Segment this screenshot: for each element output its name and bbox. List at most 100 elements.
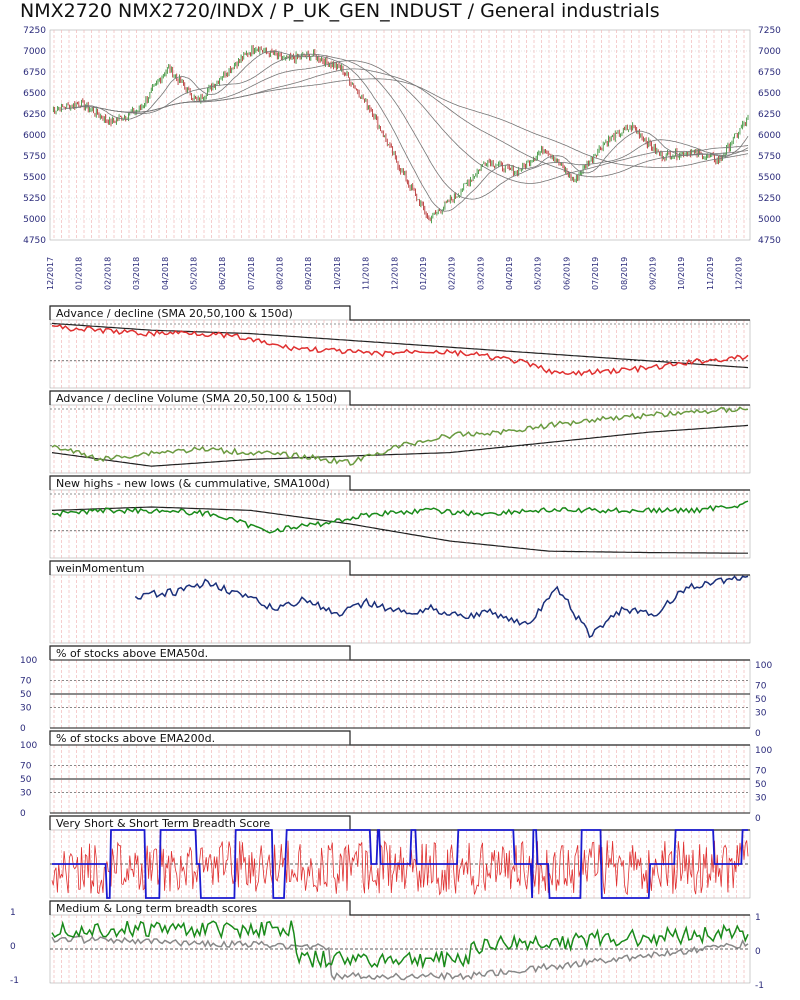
price-xtick: 12/2019: [735, 257, 744, 290]
pct-ytick-left: 30: [20, 789, 32, 799]
price-xtick: 02/2018: [103, 257, 112, 290]
pct-ytick-left: 100: [20, 656, 37, 666]
panel-title-tab: [49, 900, 750, 916]
price-xtick: 03/2018: [132, 257, 141, 290]
ml-ytick-right: 0: [755, 947, 761, 957]
pct-ytick-left: 50: [20, 690, 32, 700]
panel-title: Advance / decline (SMA 20,50,100 & 150d): [56, 307, 293, 320]
panel-title-tab: [49, 390, 750, 406]
pct-ytick-left: 50: [20, 775, 32, 785]
price-xtick: 05/2019: [534, 257, 543, 290]
panel-long-ma: [51, 322, 749, 369]
price-ytick-right: 5000: [758, 215, 781, 225]
price-xtick: 08/2019: [620, 257, 629, 290]
price-xtick: 09/2019: [648, 257, 657, 290]
price-xtick: 06/2018: [218, 257, 227, 290]
price-ytick-left: 6750: [23, 68, 46, 78]
pct-ytick-right: 0: [755, 729, 761, 739]
price-moving-average: [61, 50, 749, 212]
price-xtick: 08/2018: [276, 257, 285, 290]
price-ytick-right: 7250: [758, 26, 781, 36]
price-xtick: 10/2018: [333, 257, 342, 290]
price-ytick-left: 5000: [23, 215, 46, 225]
price-ytick-right: 7000: [758, 47, 781, 57]
pct-ytick-right: 50: [755, 780, 767, 790]
panel-long-ma: [51, 424, 749, 467]
panel-title: Medium & Long term breadth scores: [56, 902, 257, 915]
price-xtick: 06/2019: [562, 257, 571, 290]
pct-ytick-right: 30: [755, 709, 767, 719]
price-ytick-left: 5750: [23, 152, 46, 162]
panel-title: New highs - new lows (& cummulative, SMA…: [56, 477, 330, 490]
price-ytick-left: 5500: [23, 173, 46, 183]
panel-frame: [49, 489, 751, 559]
price-ytick-right: 5750: [758, 152, 781, 162]
price-xtick: 01/2018: [75, 257, 84, 290]
ml-ytick-left: 1: [10, 908, 16, 918]
price-xtick: 11/2018: [362, 257, 371, 290]
pct-ytick-left: 0: [20, 724, 26, 734]
price-ytick-left: 5250: [23, 194, 46, 204]
price-xtick: 12/2018: [390, 257, 399, 290]
panel-title: weinMomentum: [56, 562, 144, 575]
price-ytick-left: 6000: [23, 131, 46, 141]
price-ytick-right: 5250: [758, 194, 781, 204]
bs-blue-series: [52, 829, 748, 899]
pct-ytick-right: 30: [755, 794, 767, 804]
price-xtick: 11/2019: [706, 257, 715, 290]
wein-series: [134, 575, 749, 639]
ml-ytick-right: 1: [755, 913, 761, 923]
pct-ytick-left: 30: [20, 704, 32, 714]
price-ytick-left: 7250: [23, 26, 46, 36]
pct-ytick-left: 100: [20, 741, 37, 751]
price-xtick: 12/2017: [46, 257, 55, 290]
bs-red-series: [51, 840, 749, 896]
panel-long-ma: [51, 506, 748, 554]
panel-title-tab: [49, 305, 750, 321]
panel-title: Advance / decline Volume (SMA 20,50,100 …: [56, 392, 337, 405]
price-ytick-left: 6250: [23, 110, 46, 120]
pct-ytick-right: 100: [755, 661, 772, 671]
price-xtick: 04/2018: [161, 257, 170, 290]
price-xtick: 04/2019: [505, 257, 514, 290]
panel-title-tab: [49, 475, 750, 491]
price-xtick: 05/2018: [189, 257, 198, 290]
price-xtick: 10/2019: [677, 257, 686, 290]
price-ytick-right: 5500: [758, 173, 781, 183]
price-ytick-right: 4750: [758, 236, 781, 246]
price-ytick-right: 6250: [758, 110, 781, 120]
ml-green-series: [51, 920, 749, 970]
price-xtick: 03/2019: [476, 257, 485, 290]
price-xtick: 07/2019: [591, 257, 600, 290]
pct-ytick-left: 70: [20, 761, 32, 771]
ml-gray-series: [51, 935, 749, 981]
price-ytick-right: 6000: [758, 131, 781, 141]
price-moving-average: [93, 60, 749, 184]
price-moving-average: [73, 53, 749, 200]
panel-main-series: [51, 406, 749, 466]
price-xtick: 02/2019: [448, 257, 457, 290]
price-ytick-left: 6500: [23, 89, 46, 99]
pct-ytick-right: 50: [755, 695, 767, 705]
pct-ytick-right: 70: [755, 681, 767, 691]
pct-ytick-right: 0: [755, 814, 761, 824]
panel-title-tab: [49, 560, 750, 576]
panel-main-series: [51, 324, 749, 377]
pct-ytick-left: 0: [20, 809, 26, 819]
price-ytick-right: 6750: [758, 68, 781, 78]
ml-ytick-left: 0: [10, 942, 16, 952]
price-xtick: 09/2018: [304, 257, 313, 290]
price-xtick: 07/2018: [247, 257, 256, 290]
price-ytick-left: 4750: [23, 236, 46, 246]
price-xtick: 01/2019: [419, 257, 428, 290]
price-ytick-left: 7000: [23, 47, 46, 57]
chart-title: NMX2720 NMX2720/INDX / P_UK_GEN_INDUST /…: [20, 0, 660, 22]
ml-ytick-left: -1: [10, 976, 19, 986]
price-ytick-right: 6500: [758, 89, 781, 99]
price-moving-average: [133, 78, 749, 168]
panel-main-series: [51, 500, 749, 534]
panel-title: % of stocks above EMA200d.: [56, 732, 215, 745]
pct-ytick-left: 70: [20, 676, 32, 686]
ml-ytick-right: -1: [755, 981, 764, 991]
